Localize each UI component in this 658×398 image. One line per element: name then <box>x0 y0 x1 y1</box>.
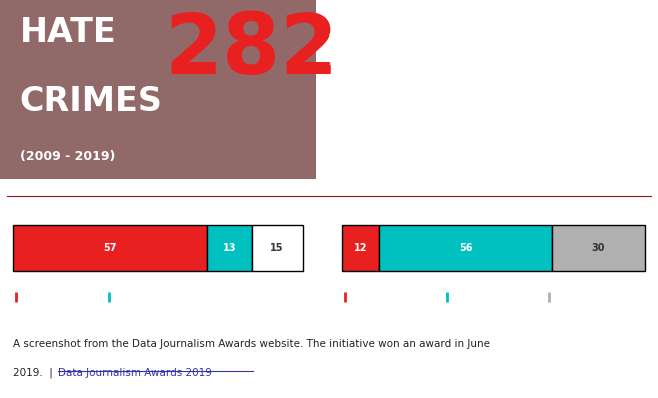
Polygon shape <box>0 0 316 179</box>
Text: 15: 15 <box>270 243 284 253</box>
Text: CRIMES: CRIMES <box>20 85 163 118</box>
Text: Christian: Christian <box>209 294 240 300</box>
Text: As national crime data do not distinguish between violent
crime and crime motiva: As national crime data do not distinguis… <box>329 16 597 65</box>
Text: HATE: HATE <box>20 16 116 49</box>
FancyBboxPatch shape <box>13 225 207 271</box>
FancyBboxPatch shape <box>342 225 379 271</box>
Text: Hindu: Hindu <box>456 294 476 300</box>
FancyBboxPatch shape <box>379 225 552 271</box>
FancyBboxPatch shape <box>207 225 251 271</box>
Text: Data Journalism Awards 2019: Data Journalism Awards 2019 <box>58 368 212 378</box>
FancyBboxPatch shape <box>251 225 303 271</box>
FancyBboxPatch shape <box>552 225 645 271</box>
Text: Hindu: Hindu <box>117 294 138 300</box>
Text: 57: 57 <box>103 243 117 253</box>
Text: 13: 13 <box>222 243 236 253</box>
Text: Religion of perpetrators (%): Religion of perpetrators (%) <box>342 202 448 211</box>
Text: Not Known: Not Known <box>558 294 596 300</box>
Text: 56: 56 <box>459 243 472 253</box>
Text: Muslim: Muslim <box>354 294 379 300</box>
Text: A screenshot from the Data Journalism Awards website. The initiative won an awar: A screenshot from the Data Journalism Aw… <box>13 339 490 349</box>
Text: (2009 - 2019): (2009 - 2019) <box>20 150 115 163</box>
Text: 30: 30 <box>592 243 605 253</box>
Text: Muslim: Muslim <box>25 294 50 300</box>
Text: 12: 12 <box>354 243 367 253</box>
Text: Religion of victims (%): Religion of victims (%) <box>13 202 99 211</box>
Text: 2019.  |: 2019. | <box>13 368 59 378</box>
Text: 282: 282 <box>164 10 338 91</box>
